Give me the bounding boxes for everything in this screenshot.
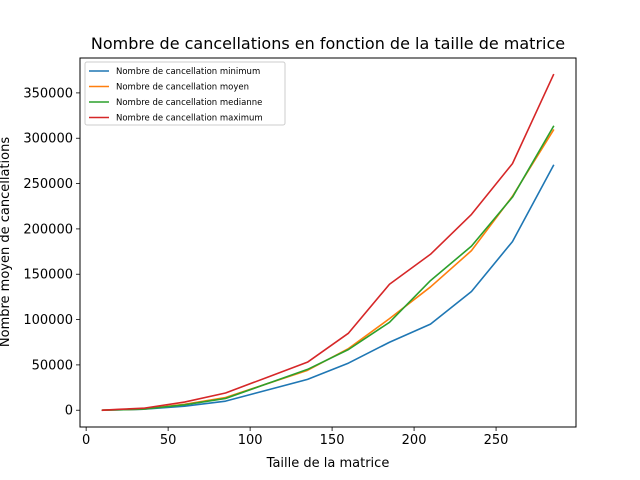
legend-label-2: Nombre de cancellation medianne [116, 98, 262, 108]
y-tick-label: 300000 [23, 132, 73, 147]
plot-area [79, 57, 577, 428]
axes-frame [79, 57, 577, 428]
x-tick-label: 0 [82, 433, 90, 448]
x-tick-label: 150 [320, 433, 345, 448]
y-tick-label: 0 [65, 404, 73, 419]
x-tick-label: 200 [402, 433, 427, 448]
legend-box [84, 61, 286, 126]
y-tick-label: 150000 [23, 268, 73, 283]
legend-label-0: Nombre de cancellation minimum [116, 67, 260, 77]
x-tick-label: 50 [160, 433, 177, 448]
x-axis-label: Taille de la matrice [266, 456, 390, 471]
y-tick-label: 250000 [23, 177, 73, 192]
series-line-3 [101, 73, 555, 412]
legend: Nombre de cancellation minimum Nombre de … [84, 61, 286, 126]
y-tick-label: 100000 [23, 313, 73, 328]
y-tick-label: 200000 [23, 222, 73, 237]
y-axis-label: Nombre moyen de cancellations [0, 137, 13, 347]
y-tick-label: 50000 [32, 358, 73, 373]
x-tick-label: 100 [238, 433, 263, 448]
x-tick-label: 250 [484, 433, 509, 448]
x-axis: 0 50 100 150 200 250 [82, 427, 508, 448]
y-axis: 0 50000 100000 150000 200000 250000 300000 3500… [23, 86, 80, 419]
y-tick-label: 350000 [23, 86, 73, 101]
chart-title: Nombre de cancellations en fonction de l… [91, 34, 565, 53]
legend-label-1: Nombre de cancellation moyen [116, 83, 249, 93]
legend-label-3: Nombre de cancellation maximum [116, 114, 263, 124]
series-line-2 [101, 125, 555, 412]
series-lines [101, 73, 555, 412]
